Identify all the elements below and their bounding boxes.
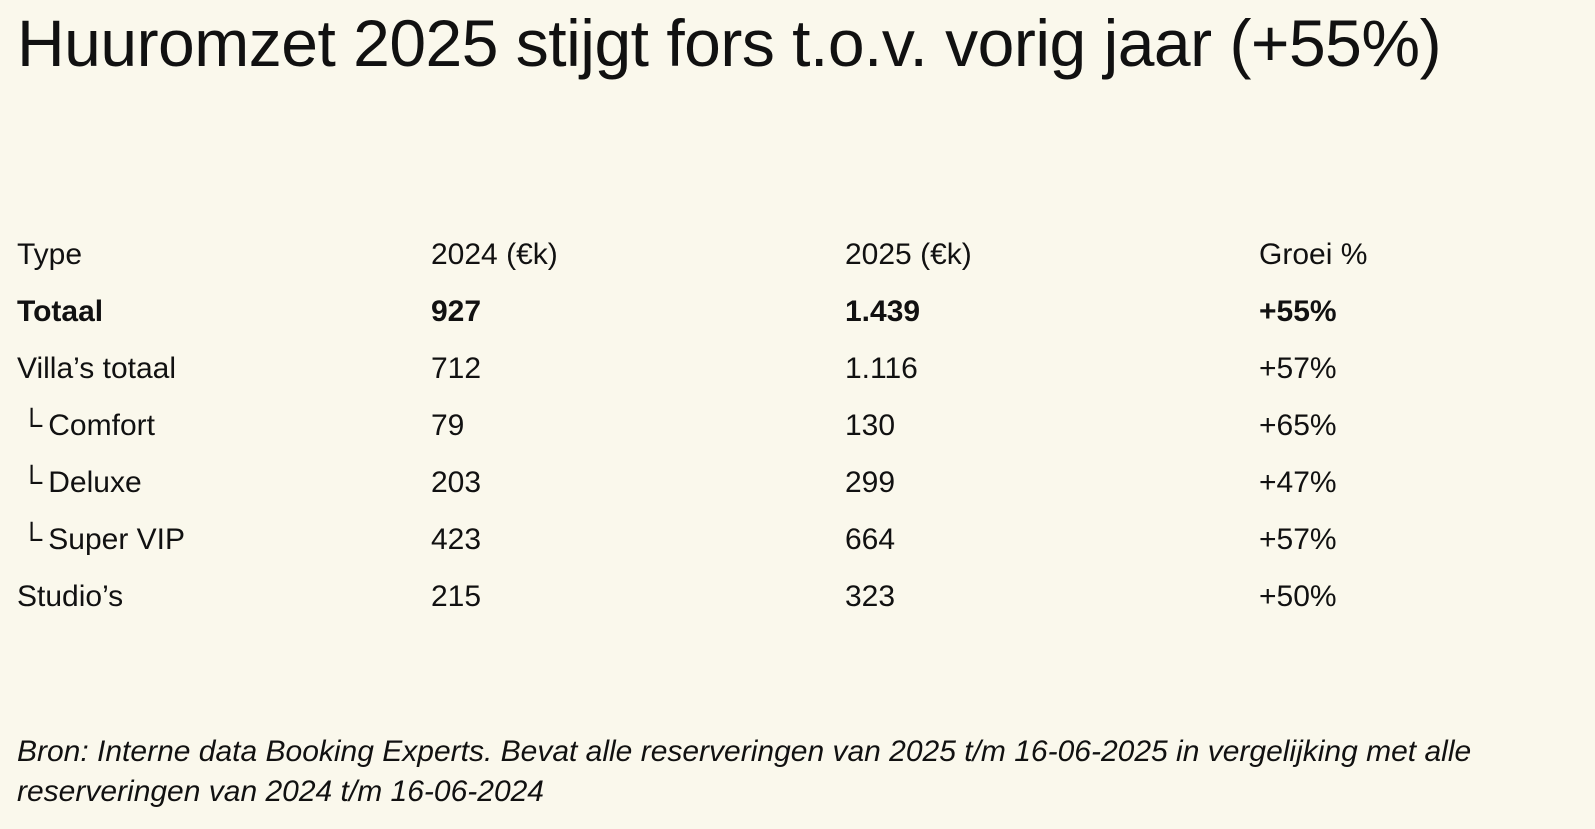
- row-type: └ Deluxe: [17, 454, 142, 511]
- row-value-2024: 215: [431, 580, 482, 613]
- row-value-2024: 79: [431, 409, 465, 442]
- row-growth: +57%: [1259, 352, 1337, 385]
- revenue-table: Type 2024 (€k) 2025 (€k) Groei % Totaal …: [17, 226, 1577, 625]
- row-growth: +50%: [1259, 580, 1337, 613]
- row-value-2024: 423: [431, 523, 482, 556]
- row-value-2024: 712: [431, 352, 482, 385]
- page-title: Huuromzet 2025 stijgt fors t.o.v. vorig …: [17, 6, 1442, 80]
- row-value-2024: 203: [431, 466, 482, 499]
- row-type-label: Deluxe: [48, 466, 142, 499]
- table-header-row: Type 2024 (€k) 2025 (€k) Groei %: [17, 226, 1577, 283]
- table-row: └ Comfort 79 130 +65%: [17, 397, 1577, 454]
- row-type: └ Comfort: [17, 397, 155, 454]
- source-note: Bron: Interne data Booking Experts. Beva…: [17, 735, 1472, 808]
- row-growth: +55%: [1259, 295, 1337, 328]
- column-header-2025: 2025 (€k): [845, 238, 972, 271]
- row-type: Villa’s totaal: [17, 340, 176, 397]
- subitem-corner-icon: └: [21, 523, 43, 556]
- row-type-label: Studio’s: [17, 580, 124, 613]
- row-value-2024: 927: [431, 295, 482, 328]
- column-header-type: Type: [17, 238, 83, 271]
- row-type-label: Totaal: [17, 295, 104, 328]
- table-row: └ Super VIP 423 664 +57%: [17, 511, 1577, 568]
- row-growth: +47%: [1259, 466, 1337, 499]
- row-value-2025: 130: [845, 409, 896, 442]
- row-type: └ Super VIP: [17, 511, 185, 568]
- subitem-corner-icon: └: [21, 409, 43, 442]
- row-type-label: Super VIP: [48, 523, 186, 556]
- row-value-2025: 323: [845, 580, 896, 613]
- table-row: Totaal 927 1.439 +55%: [17, 283, 1577, 340]
- table-row: └ Deluxe 203 299 +47%: [17, 454, 1577, 511]
- row-type-label: Villa’s totaal: [17, 352, 176, 385]
- column-header-2024: 2024 (€k): [431, 238, 558, 271]
- column-header-growth: Groei %: [1259, 238, 1368, 271]
- row-type: Totaal: [17, 283, 103, 340]
- row-type: Studio’s: [17, 568, 123, 625]
- subitem-corner-icon: └: [21, 466, 43, 499]
- row-type-label: Comfort: [48, 409, 155, 442]
- row-value-2025: 299: [845, 466, 896, 499]
- table-row: Villa’s totaal 712 1.116 +57%: [17, 340, 1577, 397]
- row-value-2025: 664: [845, 523, 896, 556]
- row-growth: +65%: [1259, 409, 1337, 442]
- row-value-2025: 1.439: [845, 295, 921, 328]
- table-row: Studio’s 215 323 +50%: [17, 568, 1577, 625]
- row-growth: +57%: [1259, 523, 1337, 556]
- row-value-2025: 1.116: [845, 352, 918, 385]
